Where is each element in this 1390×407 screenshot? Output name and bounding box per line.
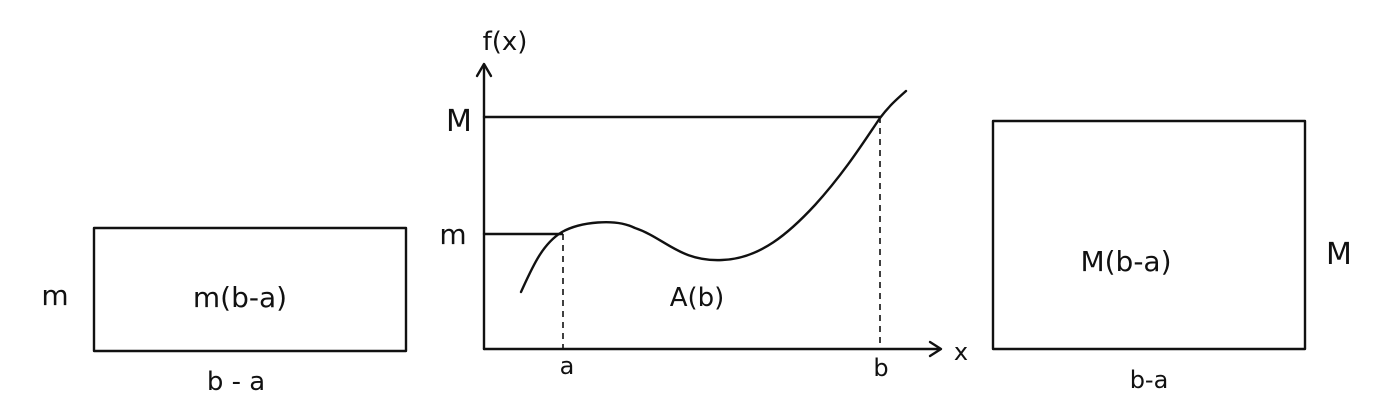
function-graph: f(x) x M m A(b) a b <box>439 27 968 382</box>
area-label: A(b) <box>670 283 725 313</box>
x-axis-arrow-icon <box>928 340 943 358</box>
upper-bound-label: M <box>446 104 472 139</box>
upper-rect-area-label: M(b-a) <box>1080 245 1171 278</box>
lower-rect-width-label: b - a <box>207 367 265 397</box>
upper-rect-width-label: b-a <box>1130 366 1169 394</box>
upper-bound-rectangle-group: M(b-a) M b-a <box>991 119 1352 394</box>
y-axis-arrow-icon <box>475 62 493 78</box>
lower-bound-rectangle <box>92 226 408 353</box>
tick-a-label: a <box>560 352 575 380</box>
y-axis-label: f(x) <box>483 27 528 57</box>
function-curve <box>519 89 908 294</box>
x-axis-label: x <box>954 338 968 366</box>
upper-rect-height-label: M <box>1326 237 1352 272</box>
lower-rect-area-label: m(b-a) <box>193 281 287 314</box>
upper-bound-rectangle <box>991 119 1307 351</box>
lower-rect-height-label: m <box>41 279 68 312</box>
lower-bound-rectangle-group: m m(b-a) b - a <box>41 226 408 397</box>
lower-bound-label: m <box>439 218 466 251</box>
tick-b-label: b <box>873 354 888 382</box>
